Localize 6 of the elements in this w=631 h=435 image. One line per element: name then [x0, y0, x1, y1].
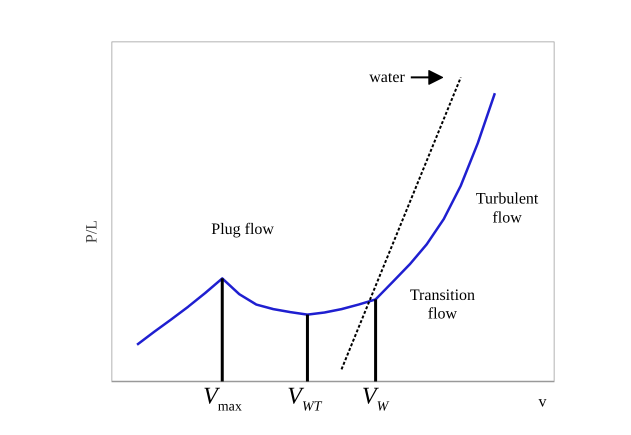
annotation: Plug flow — [211, 221, 274, 238]
annotation: Turbulent flow — [476, 190, 539, 226]
x-axis-title: v — [538, 394, 546, 410]
legend-label: water — [369, 68, 406, 86]
annotation: Transition flow — [410, 286, 476, 323]
y-axis-title: P/L — [84, 220, 100, 244]
